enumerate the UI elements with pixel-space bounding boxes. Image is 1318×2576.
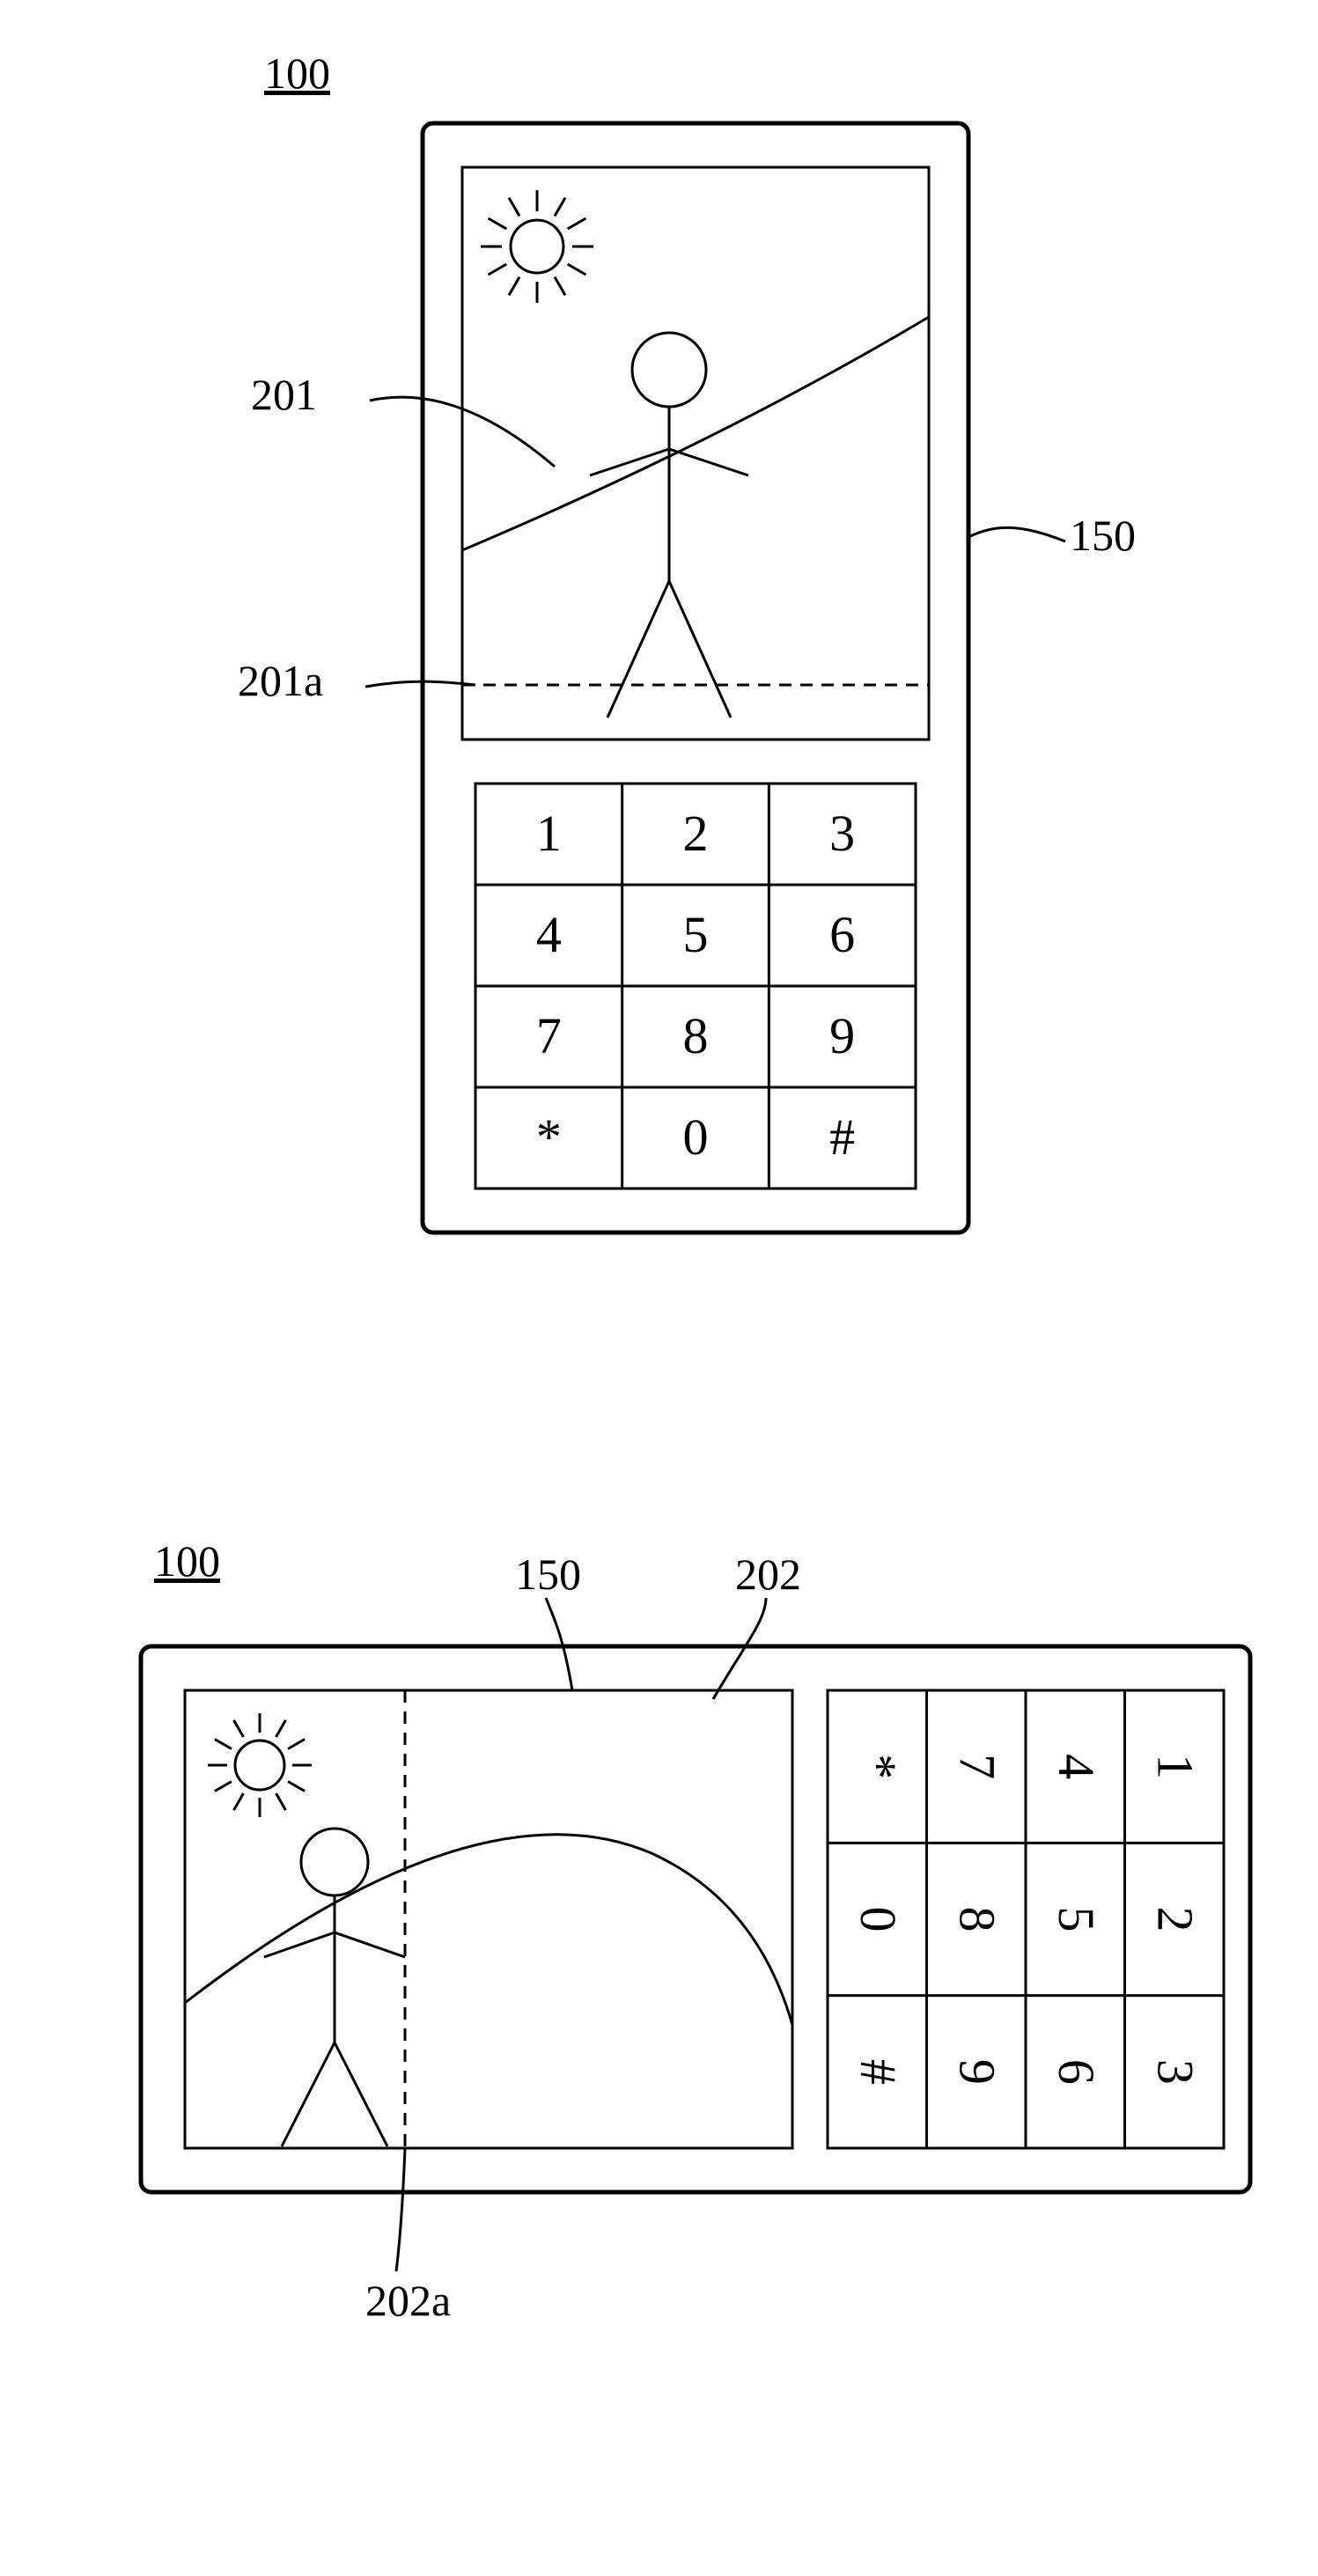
keypad-key[interactable]: 2 xyxy=(683,805,709,862)
stick-person-icon-fig2 xyxy=(264,1829,405,2146)
keypad-key[interactable]: * xyxy=(536,1108,562,1166)
keypad-key[interactable]: 5 xyxy=(1048,1907,1105,1932)
keypad-key[interactable]: 3 xyxy=(1146,2059,1204,2085)
ref-label-202a: 202a xyxy=(365,2276,451,2325)
keypad-key[interactable]: 5 xyxy=(683,906,709,963)
keypad-key[interactable]: 0 xyxy=(683,1108,709,1166)
keypad-key[interactable]: 4 xyxy=(536,906,562,963)
ref-label-202: 202 xyxy=(735,1549,801,1599)
ref-label-201: 201 xyxy=(251,370,317,419)
keypad-key[interactable]: 2 xyxy=(1146,1907,1204,1932)
hill-curve xyxy=(462,317,929,550)
keypad-key[interactable]: # xyxy=(829,1108,855,1166)
keypad-rotated[interactable]: 1 2 3 4 5 6 7 8 9 * 0 # xyxy=(828,1690,1224,2148)
leader-202a xyxy=(396,2148,405,2271)
keypad-key[interactable]: 6 xyxy=(829,906,855,963)
sun-icon-fig2 xyxy=(208,1713,312,1817)
leader-150 xyxy=(968,527,1065,541)
stick-person-icon xyxy=(590,333,748,718)
keypad-key[interactable]: # xyxy=(850,2059,907,2085)
ref-label-150: 150 xyxy=(1070,511,1136,560)
keypad-key[interactable]: * xyxy=(850,1754,907,1779)
keypad-key[interactable]: 7 xyxy=(948,1754,1005,1779)
figure-1: 100 1 2 3 4 5 6 7 8 9 * 0 # 201 201a 150 xyxy=(238,48,1136,1233)
keypad[interactable]: 1 2 3 4 5 6 7 8 9 * 0 # xyxy=(475,784,916,1189)
ref-label-100-fig2: 100 xyxy=(154,1536,220,1586)
keypad-key[interactable]: 9 xyxy=(829,1007,855,1064)
ref-label-150-fig2: 150 xyxy=(515,1549,581,1599)
keypad-key[interactable]: 1 xyxy=(536,805,562,862)
figure-2: 100 1 2 3 4 5 6 7 8 9 * 0 # 150 202 202a xyxy=(141,1536,1250,2325)
keypad-key[interactable]: 3 xyxy=(829,805,855,862)
keypad-key[interactable]: 8 xyxy=(948,1907,1005,1932)
keypad-key[interactable]: 7 xyxy=(536,1007,562,1064)
keypad-key[interactable]: 8 xyxy=(683,1007,709,1064)
patent-figure-container: 100 1 2 3 4 5 6 7 8 9 * 0 # 201 201a 150 100 1 2 xyxy=(35,35,1318,2541)
ref-label-201a: 201a xyxy=(238,656,323,705)
display-screen xyxy=(462,167,929,740)
hill-curve-fig2 xyxy=(185,1835,792,2025)
ref-label-100: 100 xyxy=(264,48,330,98)
keypad-key[interactable]: 1 xyxy=(1146,1754,1204,1779)
display-screen-landscape xyxy=(185,1690,792,2148)
keypad-key[interactable]: 4 xyxy=(1048,1754,1105,1779)
keypad-key[interactable]: 6 xyxy=(1048,2059,1105,2085)
sun-icon xyxy=(481,190,593,303)
keypad-key[interactable]: 9 xyxy=(948,2059,1005,2085)
device-body xyxy=(423,123,968,1233)
keypad-key[interactable]: 0 xyxy=(850,1907,907,1932)
